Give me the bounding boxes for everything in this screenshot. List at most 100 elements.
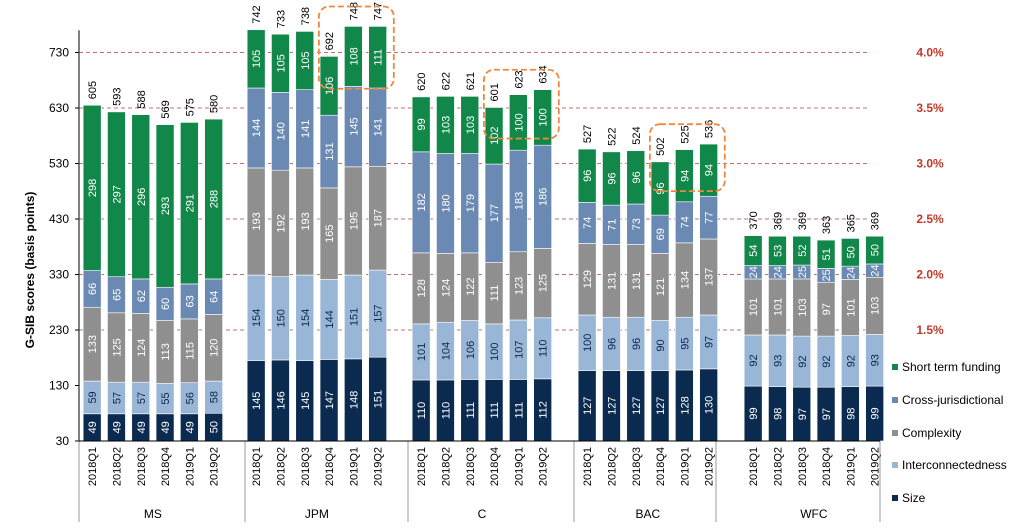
- segment-value-label: 57: [136, 392, 148, 404]
- bar-total-label: 748: [348, 2, 360, 20]
- segment-value-label: 127: [655, 397, 667, 415]
- bucket-label: 2.0%: [916, 268, 944, 282]
- segment-value-label: 145: [251, 392, 263, 410]
- legend-swatch: [892, 495, 898, 501]
- segment-value-label: 105: [275, 54, 287, 72]
- segment-value-label: 24: [772, 266, 784, 278]
- x-tick-label: 2019Q2: [209, 447, 221, 486]
- segment-value-label: 69: [655, 228, 667, 240]
- x-tick-label: 2018Q4: [160, 447, 172, 486]
- x-tick-label: 2019Q1: [184, 447, 196, 486]
- segment-value-label: 154: [300, 309, 312, 327]
- segment-value-label: 297: [111, 185, 123, 203]
- segment-value-label: 129: [582, 270, 594, 288]
- bar-segment: [204, 118, 223, 280]
- segment-value-label: 99: [416, 118, 428, 130]
- bar-total-label: 747: [373, 2, 385, 20]
- segment-value-label: 49: [87, 421, 99, 433]
- segment-value-label: 100: [582, 334, 594, 352]
- bar-segment: [82, 104, 102, 271]
- segment-value-label: 96: [655, 182, 667, 194]
- segment-value-label: 101: [748, 298, 760, 316]
- bucket-label: 3.0%: [916, 157, 944, 171]
- segment-value-label: 115: [184, 342, 196, 360]
- segment-value-label: 92: [797, 356, 809, 368]
- bar-total-label: 692: [324, 32, 336, 50]
- segment-value-label: 146: [275, 391, 287, 409]
- segment-value-label: 104: [440, 342, 452, 360]
- segment-value-label: 121: [655, 278, 667, 296]
- bar-segment: [319, 56, 339, 116]
- bar-segment: [295, 31, 315, 90]
- bar-total-label: 605: [87, 81, 99, 99]
- bar-segment: [577, 148, 597, 203]
- bar-segment: [460, 96, 480, 154]
- segment-value-label: 60: [160, 298, 172, 310]
- segment-value-label: 97: [704, 336, 716, 348]
- bar-total-label: 588: [136, 90, 148, 108]
- segment-value-label: 24: [870, 264, 882, 276]
- bucket-label: 3.5%: [916, 101, 944, 115]
- x-tick-label: 2018Q1: [748, 447, 760, 486]
- bank-label: JPM: [305, 507, 329, 521]
- highlight-box: [317, 5, 395, 90]
- bar-segment: [107, 111, 126, 278]
- x-tick-label: 2018Q1: [582, 447, 594, 486]
- bar-segment: [180, 122, 199, 285]
- bar-segment: [155, 124, 175, 288]
- segment-value-label: 131: [324, 142, 336, 160]
- bar-total-label: 524: [631, 126, 643, 144]
- segment-value-label: 92: [821, 356, 833, 368]
- segment-value-label: 128: [416, 279, 428, 297]
- bucket-label: 1.5%: [916, 323, 944, 337]
- segment-value-label: 193: [251, 212, 263, 230]
- legend-label: Short term funding: [902, 360, 1001, 374]
- segment-value-label: 186: [538, 188, 550, 206]
- plot-area: 30 130 230 330 430 530 630 730 1.5% 2.0% 2.5% 3.0% 3…: [49, 2, 944, 522]
- segment-value-label: 134: [679, 271, 691, 289]
- segment-value-label: 137: [704, 268, 716, 286]
- segment-value-label: 56: [184, 392, 196, 404]
- segment-value-label: 141: [300, 120, 312, 138]
- segment-value-label: 90: [655, 339, 667, 351]
- segment-value-label: 151: [373, 390, 385, 408]
- bar-total-label: 621: [465, 72, 477, 90]
- segment-value-label: 59: [87, 391, 99, 403]
- legend-swatch: [892, 430, 898, 436]
- segment-value-label: 49: [184, 421, 196, 433]
- x-tick-label: 2019Q1: [513, 447, 525, 486]
- segment-value-label: 108: [348, 47, 360, 65]
- segment-value-label: 93: [772, 355, 784, 367]
- segment-value-label: 92: [845, 355, 857, 367]
- bar-segment: [865, 235, 884, 265]
- segment-value-label: 127: [606, 397, 618, 415]
- segment-value-label: 95: [679, 337, 691, 349]
- segment-value-label: 296: [136, 188, 148, 206]
- segment-value-label: 77: [704, 211, 716, 223]
- y-tick-label: 430: [49, 212, 69, 226]
- bar-segment: [246, 29, 266, 89]
- segment-value-label: 144: [324, 310, 336, 328]
- y-tick-label: 630: [49, 101, 69, 115]
- legend-swatch: [892, 364, 898, 370]
- x-tick-label: 2019Q2: [538, 447, 550, 486]
- y-tick-label: 30: [56, 434, 70, 448]
- segment-value-label: 99: [748, 407, 760, 419]
- y-tick-label: 330: [49, 268, 69, 282]
- segment-value-label: 124: [440, 279, 452, 297]
- x-tick-label: 2019Q1: [845, 447, 857, 486]
- bar-total-label: 593: [111, 88, 123, 106]
- segment-value-label: 51: [821, 248, 833, 260]
- segment-value-label: 24: [748, 266, 760, 278]
- segment-value-label: 125: [111, 338, 123, 356]
- segment-value-label: 92: [748, 354, 760, 366]
- segment-value-label: 24: [845, 267, 857, 279]
- segment-value-label: 94: [679, 170, 691, 182]
- segment-value-label: 154: [251, 309, 263, 327]
- segment-value-label: 102: [489, 127, 501, 145]
- segment-value-label: 131: [606, 272, 618, 290]
- segment-value-label: 96: [606, 338, 618, 350]
- segment-value-label: 97: [797, 408, 809, 420]
- bar-total-label: 369: [772, 212, 784, 230]
- bar-total-label: 363: [821, 216, 833, 234]
